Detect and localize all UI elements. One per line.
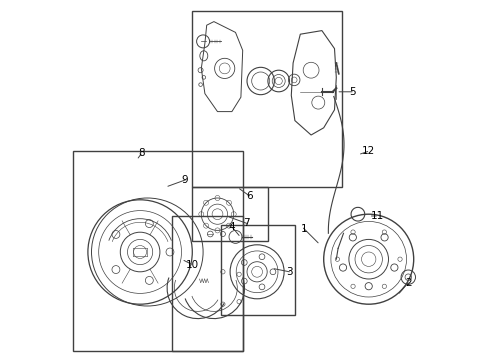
- Text: 9: 9: [182, 175, 188, 185]
- Text: 3: 3: [285, 267, 292, 277]
- Text: 8: 8: [138, 148, 145, 158]
- Text: 7: 7: [243, 218, 249, 228]
- Text: 6: 6: [246, 191, 253, 201]
- Circle shape: [348, 234, 356, 241]
- Text: 11: 11: [370, 211, 384, 221]
- Text: 1: 1: [300, 224, 306, 234]
- Circle shape: [339, 264, 346, 271]
- Circle shape: [390, 264, 397, 271]
- Circle shape: [380, 234, 387, 241]
- Text: 4: 4: [228, 222, 235, 232]
- Text: 10: 10: [185, 260, 199, 270]
- Text: 12: 12: [361, 146, 375, 156]
- Text: 5: 5: [348, 87, 355, 97]
- Circle shape: [365, 283, 371, 290]
- Text: 2: 2: [404, 278, 411, 288]
